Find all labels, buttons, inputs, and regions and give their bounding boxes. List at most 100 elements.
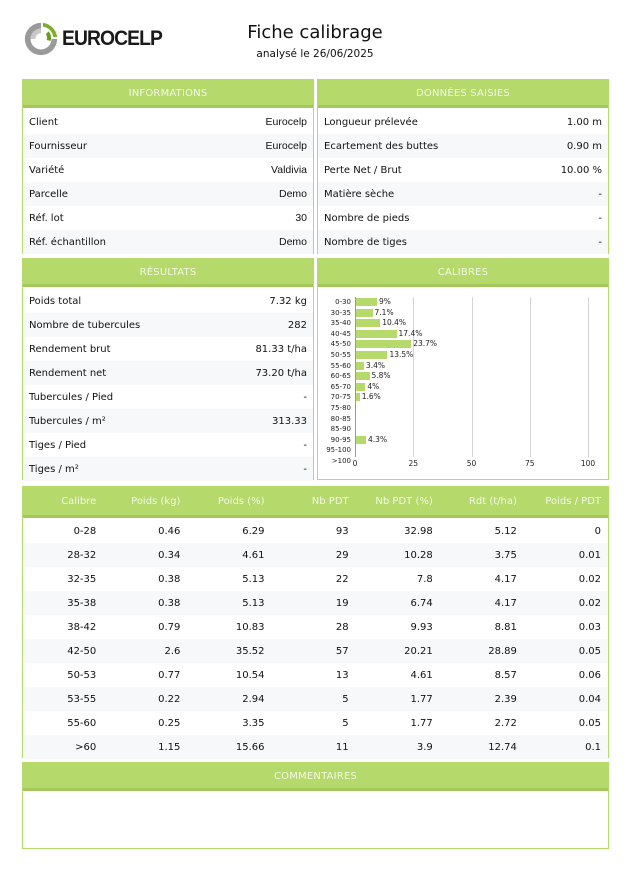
row-label: Réf. échantillon — [29, 236, 106, 248]
table-cell: 5.12 — [494, 525, 517, 537]
col-nb-pdt: Nb PDT — [311, 495, 349, 507]
table-cell: 4.61 — [242, 549, 265, 561]
commentaires-title: COMMENTAIRES — [23, 763, 608, 791]
row-value: 73.20 t/ha — [255, 367, 307, 379]
info-row-ref-lot: Réf. lot 30 — [23, 206, 313, 230]
resultats-row-rendement-brut: Rendement brut 81.33 t/ha — [23, 337, 313, 361]
row-label: Nombre de pieds — [324, 212, 410, 224]
row-label: Client — [29, 116, 58, 128]
table-cell: 0.25 — [158, 717, 181, 729]
table-cell: 1.77 — [410, 693, 433, 705]
table-cell: 5 — [342, 693, 349, 705]
category-label: 65-70 — [330, 382, 351, 391]
col-nb-pdt-pct: Nb PDT (%) — [375, 495, 433, 507]
table-cell: 10.28 — [404, 549, 433, 561]
row-label: Tubercules / Pied — [29, 391, 114, 403]
table-cell: 2.72 — [494, 717, 517, 729]
table-cell: 0.01 — [578, 549, 602, 561]
table-cell: 57 — [335, 645, 349, 657]
table-cell: 10.83 — [235, 621, 265, 633]
table-cell: 0.34 — [158, 549, 181, 561]
row-label: Poids total — [29, 295, 82, 307]
table-header: Calibre Poids (kg) Poids (%) Nb PDT Nb P… — [23, 487, 608, 518]
info-row-client: Client Eurocelp — [23, 110, 313, 134]
bar — [356, 308, 373, 317]
table-cell: 20.21 — [404, 645, 433, 657]
category-label: 80-85 — [330, 414, 351, 423]
col-poids-pct: Poids (%) — [217, 495, 265, 507]
row-value: - — [303, 391, 307, 403]
table-cell: 4.61 — [410, 669, 433, 681]
table-cell: 10.54 — [235, 669, 265, 681]
table-cell: 6.74 — [410, 597, 433, 609]
table-row: 50-53 0.77 10.54 13 4.61 8.57 0.06 — [23, 663, 608, 687]
informations-title: INFORMATIONS — [23, 80, 313, 108]
donnees-row-ecartement: Ecartement des buttes 0.90 m — [318, 134, 608, 158]
table-cell: 19 — [335, 597, 349, 609]
table-cell: 0.22 — [158, 693, 181, 705]
table-cell: 35-38 — [67, 597, 97, 609]
resultats-row-rendement-net: Rendement net 73.20 t/ha — [23, 361, 313, 385]
table-cell: 28 — [335, 621, 349, 633]
table-cell: 28.89 — [488, 645, 517, 657]
col-poids-pdt: Poids / PDT — [545, 495, 602, 507]
table-row: 35-38 0.38 5.13 19 6.74 4.17 0.02 — [23, 591, 608, 615]
row-value: 7.32 kg — [269, 295, 307, 307]
category-label: 45-50 — [330, 340, 351, 349]
x-tick-label: 75 — [524, 459, 535, 468]
bar-value-label: 4% — [367, 381, 380, 391]
table-cell: 22 — [335, 573, 349, 585]
row-label: Perte Net / Brut — [324, 164, 402, 176]
table-cell: 3.9 — [416, 741, 433, 753]
table-cell: 0 — [594, 525, 602, 537]
row-value: - — [303, 463, 307, 475]
row-value: Eurocelp — [265, 140, 307, 152]
bar-value-label: 3.4% — [365, 360, 385, 370]
table-cell: 5 — [342, 717, 349, 729]
row-value: - — [598, 212, 602, 224]
table-cell: 1.15 — [158, 741, 181, 753]
table-cell: 2.39 — [494, 693, 517, 705]
table-cell: 53-55 — [67, 693, 97, 705]
bar — [356, 382, 366, 391]
gridline — [413, 297, 415, 457]
page-header: EUROCELP Fiche calibrage analysé le 26/0… — [0, 0, 630, 76]
table-row: 55-60 0.25 3.35 5 1.77 2.72 0.05 — [23, 711, 608, 735]
table-cell: 8.57 — [494, 669, 517, 681]
donnees-row-perte: Perte Net / Brut 10.00 % — [318, 158, 608, 182]
category-label: 85-90 — [330, 425, 351, 434]
bar-value-label: 9% — [378, 297, 391, 306]
analysis-date: analysé le 26/06/2025 — [256, 48, 374, 60]
bar — [356, 298, 377, 306]
table-cell: 0.02 — [578, 597, 602, 609]
table-cell: 29 — [335, 549, 349, 561]
row-label: Tubercules / m² — [29, 415, 106, 427]
category-label: >100 — [331, 457, 351, 465]
table-cell: 0.77 — [158, 669, 181, 681]
row-value: - — [598, 236, 602, 248]
bar — [356, 340, 412, 349]
eurocelp-logo: EUROCELP — [22, 20, 167, 58]
table-cell: 5.13 — [242, 597, 265, 609]
row-label: Fournisseur — [29, 140, 87, 152]
resultats-row-tubercules-m2: Tubercules / m² 313.33 — [23, 409, 313, 433]
table-cell: 0.79 — [158, 621, 181, 633]
table-cell: 42-50 — [67, 645, 97, 657]
row-label: Tiges / m² — [29, 463, 79, 475]
table-cell: 4.17 — [494, 573, 517, 585]
info-row-fournisseur: Fournisseur Eurocelp — [23, 134, 313, 158]
commentaires-text — [23, 791, 608, 803]
table-cell: 4.17 — [494, 597, 517, 609]
category-label: 0-30 — [335, 298, 351, 306]
calibres-bar-chart: 0 25 50 75 100 0-30 9% 30-35 7.1% 35-40 10.4% 40-45… — [318, 287, 608, 483]
row-label: Parcelle — [29, 188, 68, 200]
calibre-table: Calibre Poids (kg) Poids (%) Nb PDT Nb P… — [22, 486, 609, 759]
bar-value-label: 23.7% — [413, 339, 438, 349]
table-cell: 93 — [335, 525, 349, 537]
page-title: Fiche calibrage — [247, 22, 383, 43]
bar-value-label: 13.5% — [389, 350, 414, 359]
commentaires-panel: COMMENTAIRES — [22, 762, 609, 849]
row-label: Rendement net — [29, 367, 107, 379]
table-cell: 5.13 — [242, 573, 265, 585]
row-value: 10.00 % — [560, 164, 602, 176]
